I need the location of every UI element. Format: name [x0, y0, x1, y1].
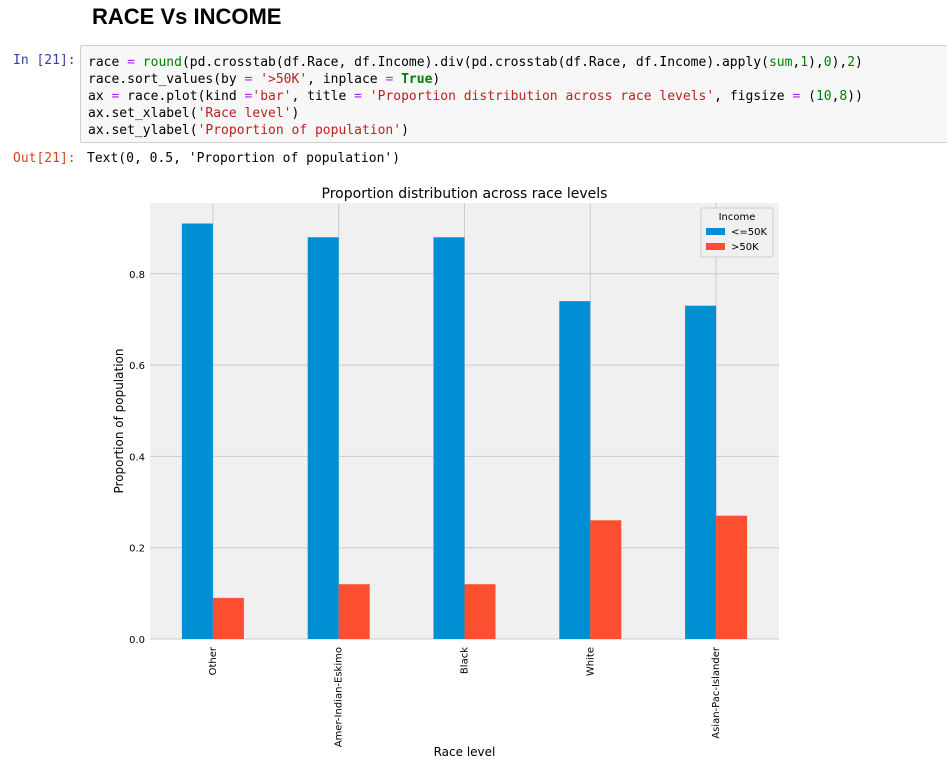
code-token: ( [800, 89, 816, 104]
code-token: True [401, 72, 433, 87]
bar [464, 584, 496, 639]
code-token: race.plot(kind [119, 89, 245, 104]
y-axis-label: Proportion of population [112, 349, 126, 494]
chart-title: Proportion distribution across race leve… [322, 186, 608, 202]
code-token: ), [808, 55, 824, 70]
code-token: , [831, 89, 840, 104]
y-ticks: 0.0 0.2 0.4 0.6 0.8 [129, 270, 145, 646]
legend-swatch-le-50k [706, 228, 725, 235]
x-tick-label: Black [460, 647, 471, 674]
code-token: )) [847, 89, 863, 104]
code-token: 'bar' [252, 89, 292, 104]
code-token: ) [432, 72, 441, 87]
bar [559, 301, 591, 639]
code-token: ax [88, 89, 112, 104]
code-token: 8 [839, 89, 848, 104]
code-line-1: race = round(pd.crosstab(df.Race, df.Inc… [88, 55, 863, 70]
y-tick-label: 0.2 [129, 544, 145, 555]
x-axis-label: Race level [434, 745, 496, 759]
code-line-2: race.sort_values(by = '>50K', inplace = … [88, 72, 440, 87]
code-token: 'Proportion of population' [197, 123, 402, 138]
code-token: ), [831, 55, 848, 70]
code-token: , title [291, 89, 355, 104]
code-token: , figsize [714, 89, 793, 104]
bar [338, 584, 370, 639]
code-token: 0 [823, 55, 832, 70]
code-token: = [111, 89, 120, 104]
output-text: Text(0, 0.5, 'Proportion of population') [87, 151, 401, 166]
y-tick-label: 0.0 [129, 635, 145, 646]
code-token: ) [855, 55, 863, 70]
input-prompt: In [21]: [13, 53, 76, 68]
bar [685, 305, 717, 639]
legend-label-le-50k: <=50K [731, 227, 767, 238]
x-tick-label: Other [208, 646, 219, 675]
code-token: race [88, 55, 128, 70]
code-token: 1 [800, 55, 809, 70]
code-token: sum [768, 55, 793, 70]
code-editor[interactable]: race = round(pd.crosstab(df.Race, df.Inc… [88, 54, 863, 139]
code-token: 10 [815, 89, 832, 104]
code-token: , inplace [307, 72, 386, 87]
code-token: 2 [847, 55, 856, 70]
bar [716, 515, 748, 639]
y-tick-label: 0.8 [129, 270, 145, 281]
legend-title: Income [719, 212, 756, 223]
code-token: ) [401, 123, 409, 138]
code-line-4: ax.set_xlabel('Race level') [88, 106, 299, 121]
bar [181, 223, 213, 640]
code-token: = [792, 89, 801, 104]
x-ticks: Other Amer-Indian-Eskimo Black White Asian-P… [208, 646, 722, 747]
bar [307, 237, 339, 639]
code-token: ax.set_ylabel( [88, 123, 198, 138]
y-tick-label: 0.6 [129, 361, 145, 372]
code-token: 'Race level' [197, 106, 292, 121]
bar [590, 520, 622, 639]
code-token: (pd.crosstab(df.Race, df.Income).div(pd.… [181, 55, 769, 70]
output-prompt: Out[21]: [13, 151, 76, 166]
x-tick-label: Asian-Pac-Islander [711, 646, 722, 739]
code-token: = [244, 72, 253, 87]
code-token: = [244, 89, 253, 104]
section-heading: RACE Vs INCOME [92, 4, 282, 29]
bars [181, 223, 748, 640]
code-token: , [792, 55, 801, 70]
code-token: race.sort_values(by [88, 72, 245, 87]
code-token: ) [291, 106, 300, 121]
code-cell[interactable]: race = round(pd.crosstab(df.Race, df.Inc… [80, 45, 947, 143]
code-token: ax.set_xlabel( [88, 106, 198, 121]
legend-label-gt-50k: >50K [731, 242, 759, 253]
y-tick-label: 0.4 [129, 452, 145, 463]
code-token: = [354, 89, 362, 104]
code-line-5: ax.set_ylabel('Proportion of population'… [88, 123, 409, 138]
x-tick-label: White [585, 647, 596, 676]
code-token: '>50K' [260, 72, 308, 87]
code-token: 'Proportion distribution across race lev… [369, 89, 715, 104]
code-token: = [127, 55, 135, 70]
legend: Income <=50K >50K [700, 207, 774, 258]
x-tick-label: Amer-Indian-Eskimo [334, 647, 345, 747]
code-line-3: ax = race.plot(kind ='bar', title = 'Pro… [88, 89, 863, 104]
bar [212, 597, 244, 639]
legend-swatch-gt-50k [706, 243, 725, 250]
bar [433, 237, 465, 639]
code-token: round [142, 55, 182, 70]
code-token: = [385, 72, 394, 87]
